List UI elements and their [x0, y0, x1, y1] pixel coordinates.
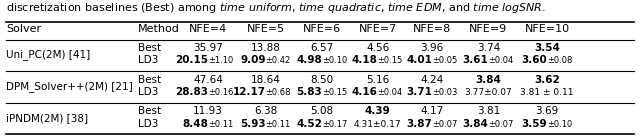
Text: Method: Method	[138, 24, 179, 34]
Text: 5.83: 5.83	[296, 87, 322, 97]
Text: 12.17: 12.17	[232, 87, 266, 97]
Text: 3.84: 3.84	[463, 119, 488, 129]
Text: 4.98: 4.98	[296, 55, 322, 65]
Text: ±0.08: ±0.08	[547, 56, 573, 65]
Text: 4.52: 4.52	[296, 119, 322, 129]
Text: 5.08: 5.08	[310, 106, 333, 116]
Text: Best: Best	[138, 43, 161, 53]
Text: 6.57: 6.57	[310, 43, 333, 53]
Text: ±0.04: ±0.04	[378, 88, 403, 97]
Text: 8.50: 8.50	[310, 75, 333, 85]
Text: 3.59: 3.59	[522, 119, 547, 129]
Text: 28.83: 28.83	[175, 87, 208, 97]
Text: ±0.10: ±0.10	[322, 56, 347, 65]
Text: ±0.16: ±0.16	[208, 88, 234, 97]
Text: 3.81 ± 0.11: 3.81 ± 0.11	[520, 88, 574, 97]
Text: 3.81: 3.81	[477, 106, 500, 116]
Text: NFE=7: NFE=7	[358, 24, 397, 34]
Text: NFE=9: NFE=9	[469, 24, 508, 34]
Text: 3.69: 3.69	[536, 106, 559, 116]
Text: DPM_Solver++(2M) [21]: DPM_Solver++(2M) [21]	[6, 81, 133, 92]
Text: ±1.10: ±1.10	[208, 56, 233, 65]
Text: 13.88: 13.88	[251, 43, 280, 53]
Text: ±0.15: ±0.15	[378, 56, 403, 65]
Text: ±0.68: ±0.68	[266, 88, 291, 97]
Text: 3.54: 3.54	[534, 43, 560, 53]
Text: 18.64: 18.64	[251, 75, 280, 85]
Text: ±0.11: ±0.11	[266, 120, 291, 129]
Text: LD3: LD3	[138, 55, 158, 65]
Text: 3.87: 3.87	[406, 119, 432, 129]
Text: 47.64: 47.64	[193, 75, 223, 85]
Text: Uni_PC(2M) [41]: Uni_PC(2M) [41]	[6, 49, 91, 60]
Text: 4.01: 4.01	[406, 55, 432, 65]
Text: NFE=6: NFE=6	[303, 24, 341, 34]
Text: 5.16: 5.16	[366, 75, 389, 85]
Text: 5.93: 5.93	[240, 119, 266, 129]
Text: ±0.07: ±0.07	[432, 120, 458, 129]
Text: 3.96: 3.96	[420, 43, 444, 53]
Text: 3.77±0.07: 3.77±0.07	[465, 88, 512, 97]
Text: ±0.03: ±0.03	[432, 88, 458, 97]
Text: 3.74: 3.74	[477, 43, 500, 53]
Text: 4.24: 4.24	[420, 75, 444, 85]
Text: NFE=5: NFE=5	[246, 24, 285, 34]
Text: 11.93: 11.93	[193, 106, 223, 116]
Text: LD3: LD3	[138, 119, 158, 129]
Text: 35.97: 35.97	[193, 43, 223, 53]
Text: Best: Best	[138, 75, 161, 85]
Text: ±0.10: ±0.10	[547, 120, 572, 129]
Text: NFE=4: NFE=4	[189, 24, 227, 34]
Text: ±0.07: ±0.07	[488, 120, 514, 129]
Text: ±0.11: ±0.11	[208, 120, 233, 129]
Text: 4.39: 4.39	[365, 106, 390, 116]
Text: 4.17: 4.17	[420, 106, 444, 116]
Text: LD3: LD3	[138, 87, 158, 97]
Text: iPNDM(2M) [38]: iPNDM(2M) [38]	[6, 113, 88, 123]
Text: 4.56: 4.56	[366, 43, 389, 53]
Text: 4.18: 4.18	[352, 55, 378, 65]
Text: discretization baselines (Best) among $\it{time\ uniform}$, $\it{time\ quadratic: discretization baselines (Best) among $\…	[6, 1, 547, 15]
Text: 4.16: 4.16	[352, 87, 378, 97]
Text: 3.62: 3.62	[534, 75, 560, 85]
Text: 9.09: 9.09	[240, 55, 266, 65]
Text: Best: Best	[138, 106, 161, 116]
Text: 20.15: 20.15	[175, 55, 208, 65]
Text: 3.84: 3.84	[476, 75, 501, 85]
Text: 4.31±0.17: 4.31±0.17	[354, 120, 401, 129]
Text: ±0.17: ±0.17	[322, 120, 348, 129]
Text: 3.60: 3.60	[522, 55, 547, 65]
Text: ±0.15: ±0.15	[322, 88, 347, 97]
Text: NFE=8: NFE=8	[413, 24, 451, 34]
Text: 8.48: 8.48	[182, 119, 208, 129]
Text: 3.61: 3.61	[463, 55, 488, 65]
Text: ±0.05: ±0.05	[432, 56, 457, 65]
Text: 3.71: 3.71	[406, 87, 432, 97]
Text: ±0.04: ±0.04	[488, 56, 513, 65]
Text: 6.38: 6.38	[254, 106, 277, 116]
Text: NFE=10: NFE=10	[525, 24, 570, 34]
Text: Solver: Solver	[6, 24, 42, 34]
Text: ±0.42: ±0.42	[266, 56, 291, 65]
